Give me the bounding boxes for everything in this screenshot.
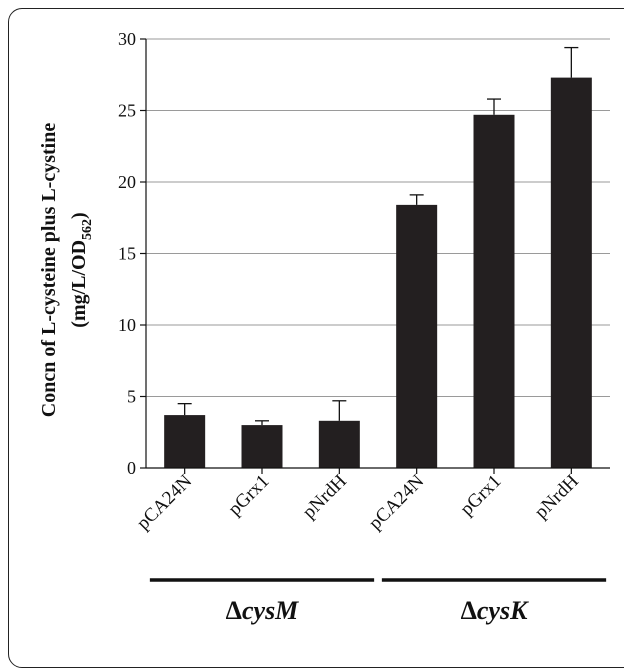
y-tick-label: 20: [118, 172, 136, 192]
x-tick-label: pCA24N: [365, 470, 429, 534]
group-brackets: ΔcysM ΔcysK: [149, 578, 607, 625]
y-axis-label-line1: Concn of L-cysteine plus L-cystine: [38, 123, 60, 418]
y-ticks: 0 5 10 15 20 25 30: [118, 29, 146, 478]
y-axis-label: Concn of L-cysteine plus L-cystine (mg/L…: [38, 123, 95, 418]
error-bars: [177, 46, 579, 426]
x-category-labels: pCA24N pGrx1 pNrdH pCA24N pGrx1 pNrdH: [133, 468, 583, 534]
bar: [473, 114, 515, 468]
bar-chart: 0 5 10 15 20 25 30 pCA24N pGrx1 pNrdH pCA24N pGrx1…: [38, 29, 610, 625]
y-tick-label: 0: [127, 458, 136, 478]
y-tick-label: 5: [127, 387, 136, 407]
y-tick-label: 25: [118, 101, 136, 121]
x-tick-label: pGrx1: [224, 471, 273, 520]
bar: [318, 420, 360, 468]
x-tick-label: pNrdH: [531, 470, 583, 522]
y-tick-label: 30: [118, 29, 136, 49]
bar: [396, 204, 438, 468]
x-tick-label: pNrdH: [299, 470, 351, 522]
bars: [164, 77, 592, 469]
group-label: ΔcysM: [226, 596, 300, 625]
y-axis-label-line2: (mg/L/OD562): [68, 212, 95, 327]
bar: [241, 425, 283, 468]
x-tick-label: pGrx1: [456, 471, 505, 520]
gridlines: [146, 38, 610, 397]
group-label: ΔcysK: [461, 596, 530, 625]
y-tick-label: 10: [118, 315, 136, 335]
bar: [164, 415, 206, 468]
bar: [550, 77, 592, 469]
y-tick-label: 15: [118, 244, 136, 264]
x-tick-label: pCA24N: [133, 470, 197, 534]
